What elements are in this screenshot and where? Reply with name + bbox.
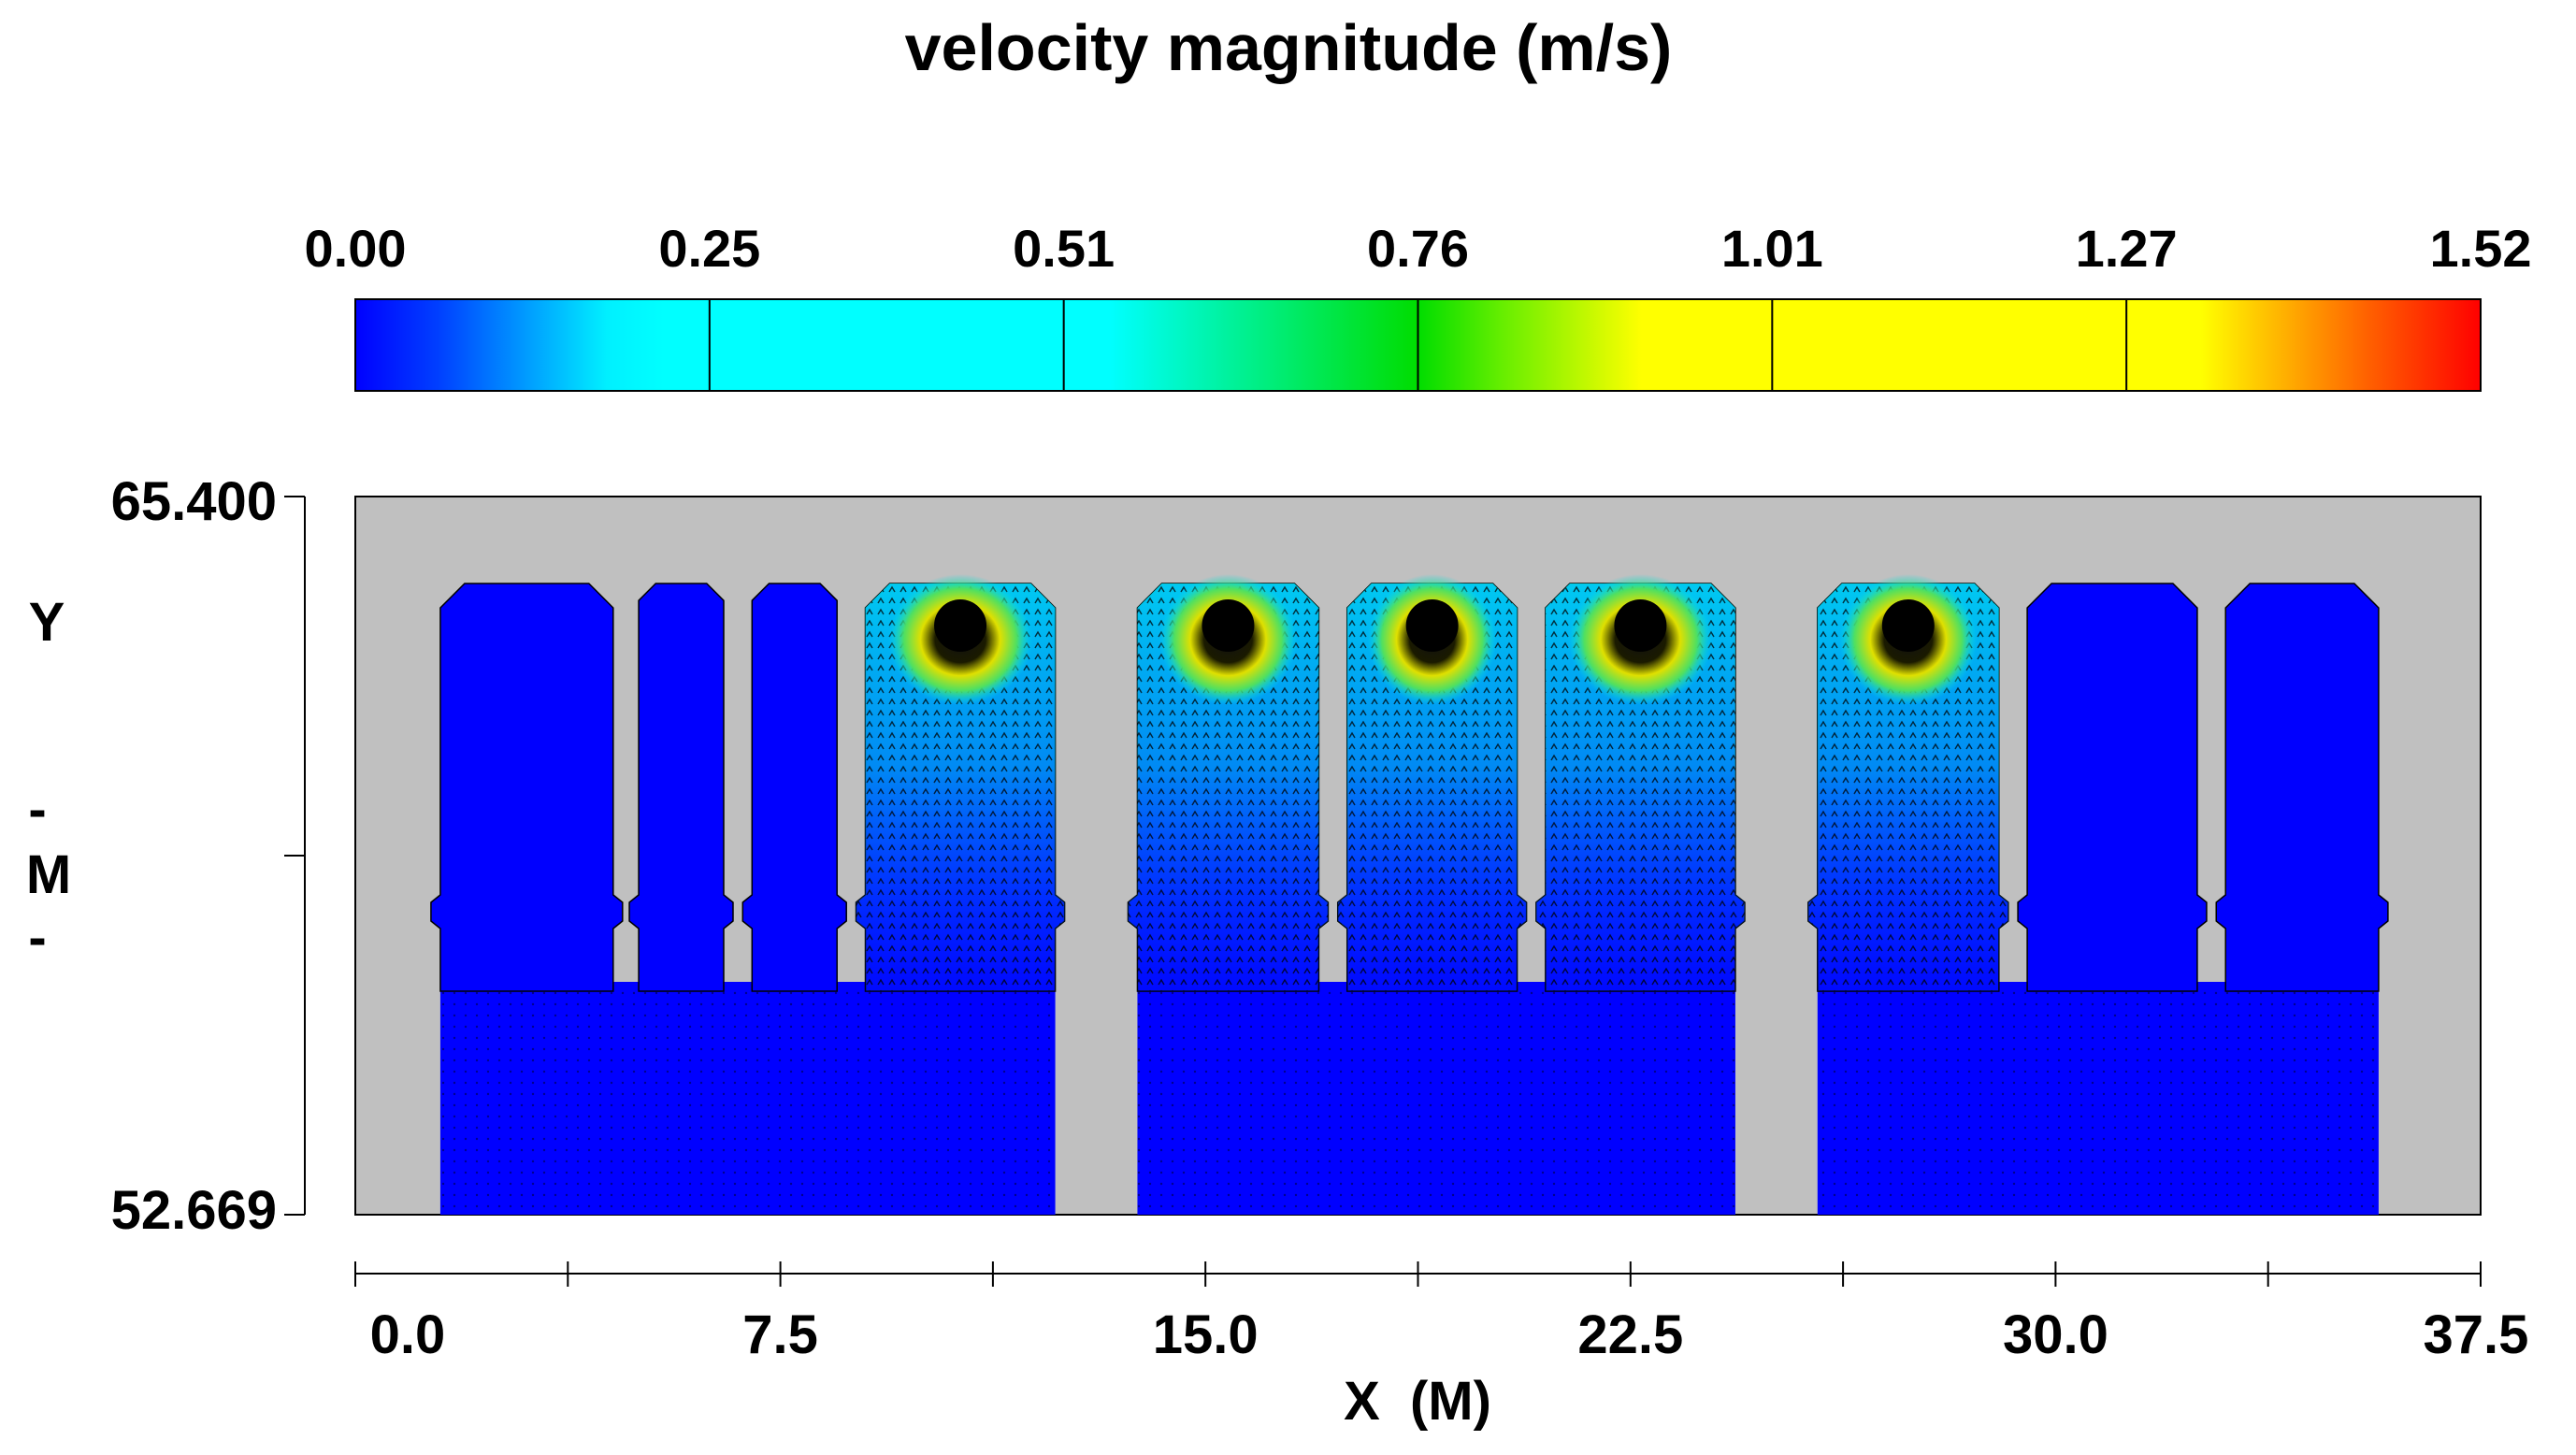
plot-area <box>354 496 2482 1216</box>
x-tick-label: 22.5 <box>1577 1304 1683 1365</box>
inlet-core <box>1881 599 1935 652</box>
velocity-vectors <box>1128 583 1329 991</box>
y-axis-label-char: - <box>28 779 46 840</box>
x-tick-label: 0.0 <box>370 1304 446 1365</box>
y-axis: 65.400 52.669 Y - M - <box>26 471 306 1241</box>
inactive-finger <box>2017 583 2208 992</box>
inactive-finger <box>430 583 624 992</box>
colorbar-tick-label: 1.01 <box>1721 219 1823 278</box>
y-tick-label-top: 65.400 <box>111 471 277 532</box>
x-tick-label: 15.0 <box>1153 1304 1259 1365</box>
x-tick-label: 30.0 <box>2003 1304 2108 1365</box>
inlet-core <box>1614 599 1667 652</box>
colorbar-tick-label: 0.25 <box>658 219 760 278</box>
colorbar-tick-label: 0.76 <box>1367 219 1469 278</box>
inlet-core <box>934 599 987 652</box>
y-axis-label-char: Y <box>29 592 65 653</box>
chart-title: velocity magnitude (m/s) <box>905 11 1673 84</box>
colorbar: 0.00 0.25 0.51 0.76 1.01 1.27 1.52 <box>305 219 2532 392</box>
inactive-finger <box>741 583 847 992</box>
lower-vector-field <box>1137 991 1735 1215</box>
inactive-finger <box>2215 583 2389 992</box>
y-tick-label-bottom: 52.669 <box>111 1180 277 1241</box>
chamber <box>1127 574 1746 1215</box>
x-tick-label: 7.5 <box>742 1304 818 1365</box>
chamber <box>430 574 1066 1215</box>
colorbar-tick-label: 1.52 <box>2430 219 2532 278</box>
colorbar-tick-label: 1.27 <box>2076 219 2178 278</box>
velocity-vectors <box>856 583 1065 991</box>
x-tick-label: 37.5 <box>2424 1304 2529 1365</box>
x-axis: 0.0 7.5 15.0 22.5 30.0 37.5 X (M) <box>354 1261 2529 1432</box>
chamber <box>1807 574 2389 1215</box>
velocity-vectors <box>1337 583 1527 991</box>
y-axis-label-char: M <box>26 844 71 905</box>
x-axis-label: X (M) <box>1344 1371 1491 1432</box>
colorbar-tick-label: 0.00 <box>305 219 407 278</box>
lower-vector-field <box>1817 991 2379 1215</box>
colorbar-tick-label: 0.51 <box>1013 219 1115 278</box>
y-axis-label-char: - <box>28 907 46 968</box>
lower-vector-field <box>439 991 1056 1215</box>
inlet-core <box>1405 599 1459 652</box>
velocity-vectors <box>1807 583 2008 991</box>
inactive-finger <box>628 583 734 992</box>
inlet-core <box>1202 599 1255 652</box>
velocity-vectors <box>1535 583 1745 991</box>
